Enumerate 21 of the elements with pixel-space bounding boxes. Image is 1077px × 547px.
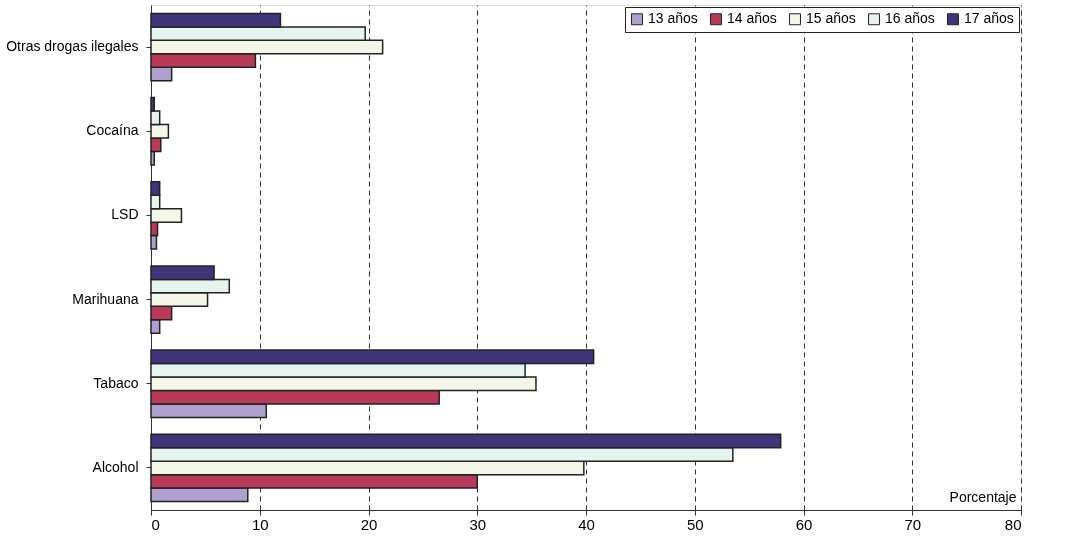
y-tick-label: Alcohol — [92, 458, 139, 475]
y-tick-label: Cocaína — [86, 122, 139, 139]
legend-label: 17 años — [964, 10, 1014, 27]
x-tick-label: 50 — [686, 515, 704, 533]
x-tick-label: 20 — [360, 515, 378, 533]
x-tick-label: 10 — [251, 515, 269, 533]
legend-label: 15 años — [806, 10, 856, 27]
x-tick-label: 80 — [1004, 515, 1022, 533]
legend-label: 13 años — [648, 10, 698, 27]
y-tick-label: Otras drogas ilegales — [6, 38, 139, 55]
legend-label: 14 años — [727, 10, 777, 27]
legend-label: 16 años — [885, 10, 935, 27]
y-tick-label: LSD — [111, 206, 139, 223]
x-tick-label: 70 — [904, 515, 922, 533]
x-tick-label: 0 — [151, 515, 160, 533]
x-tick-label: 60 — [795, 515, 813, 533]
x-tick-label: 40 — [578, 515, 595, 533]
y-tick-label: Marihuana — [72, 290, 139, 307]
x-axis-title: Porcentaje — [949, 488, 1017, 505]
y-tick-label: Tabaco — [93, 374, 139, 391]
x-tick-label: 30 — [469, 515, 487, 533]
